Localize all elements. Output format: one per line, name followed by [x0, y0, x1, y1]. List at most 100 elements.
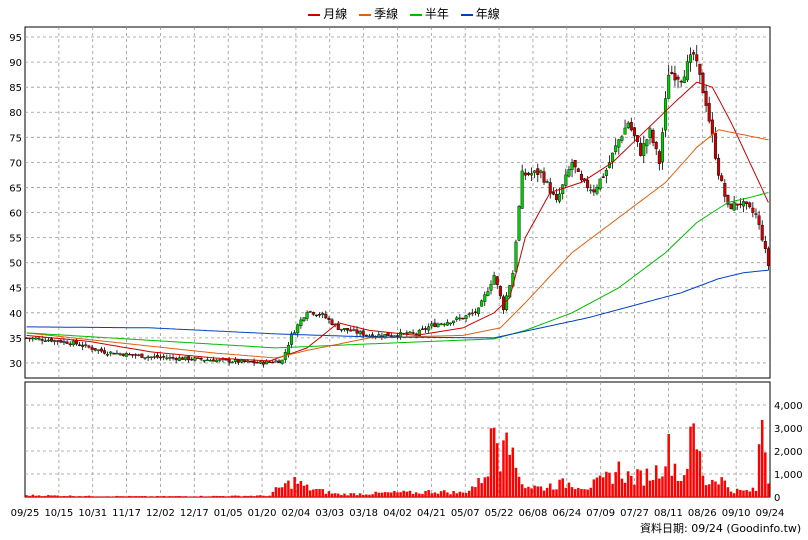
- candle-body: [523, 172, 527, 176]
- volume-bar: [583, 489, 586, 497]
- volume-bar: [265, 496, 268, 497]
- candle-body: [78, 344, 82, 346]
- volume-bar: [408, 490, 412, 497]
- candle-body: [190, 358, 194, 361]
- candle-body: [53, 339, 57, 342]
- volume-bar: [614, 472, 617, 497]
- price-tick-label: 50: [9, 259, 22, 270]
- volume-bar: [767, 483, 770, 497]
- candle-body: [517, 206, 521, 241]
- volume-bar: [561, 478, 564, 497]
- volume-bar: [573, 489, 577, 497]
- candle-body: [654, 141, 658, 150]
- candle-body: [424, 328, 428, 330]
- price-tick-label: 60: [9, 209, 22, 220]
- volume-bar: [567, 482, 571, 497]
- volume-bar: [383, 492, 387, 497]
- candle-body: [442, 323, 446, 326]
- volume-bar: [486, 476, 490, 497]
- candle-body: [745, 201, 749, 205]
- volume-bar: [374, 491, 377, 497]
- candle-body: [121, 353, 125, 356]
- candle-body: [495, 276, 499, 285]
- volume-bar: [318, 488, 321, 497]
- volume-bar: [673, 463, 677, 497]
- candle-body: [131, 354, 135, 356]
- candle-body: [430, 323, 434, 327]
- candle-body: [676, 76, 680, 80]
- volume-bar: [676, 480, 680, 497]
- candle-body: [49, 338, 54, 342]
- candle-body: [386, 332, 390, 336]
- volume-bar: [252, 496, 256, 497]
- volume-bar: [427, 490, 430, 497]
- volume-bar: [483, 477, 487, 497]
- volume-bar: [598, 475, 602, 497]
- volume-bar: [661, 476, 664, 497]
- candle-body: [246, 360, 250, 363]
- candle-body: [530, 173, 534, 176]
- candle-body: [299, 319, 303, 326]
- volume-bar: [215, 495, 218, 497]
- volume-bar: [736, 488, 739, 497]
- candle-body: [90, 347, 94, 350]
- candle-body: [717, 157, 721, 176]
- volume-bar: [586, 489, 589, 497]
- candle-body: [729, 203, 733, 210]
- candle-body: [536, 168, 540, 175]
- volume-bar: [502, 440, 505, 497]
- candle-body: [551, 192, 555, 195]
- volume-bar: [732, 493, 736, 497]
- candle-body: [411, 332, 415, 334]
- volume-bar: [424, 490, 427, 497]
- candle-body: [542, 171, 546, 183]
- volume-bar: [751, 487, 755, 497]
- price-tick-label: 85: [9, 83, 22, 94]
- volume-bar: [368, 494, 371, 497]
- candle-body: [265, 360, 269, 365]
- candle-body: [464, 315, 468, 319]
- candle-body: [346, 327, 350, 331]
- volume-bar: [386, 492, 390, 497]
- volume-bar: [701, 475, 705, 497]
- volume-bar: [405, 491, 409, 497]
- x-tick-label: 01/20: [248, 508, 277, 519]
- volume-bar: [196, 496, 200, 497]
- volume-bar: [296, 483, 299, 497]
- volume-bar: [505, 432, 508, 497]
- candle-body: [713, 132, 717, 159]
- volume-bar: [714, 481, 717, 497]
- candle-body: [212, 359, 216, 362]
- volume-bar: [137, 496, 141, 497]
- volume-bar: [608, 472, 611, 497]
- x-tick-label: 01/05: [214, 508, 243, 519]
- volume-bar: [62, 495, 66, 497]
- price-tick-label: 75: [9, 133, 22, 144]
- candle-body: [642, 143, 646, 156]
- x-tick-label: 09/25: [11, 508, 40, 519]
- volume-bar: [704, 485, 708, 497]
- candle-body: [25, 337, 29, 339]
- candle-body: [576, 168, 580, 172]
- candle-body: [327, 317, 331, 320]
- volume-bar: [461, 492, 465, 497]
- volume-bar: [31, 494, 35, 497]
- candle-body: [741, 201, 746, 207]
- volume-bar: [517, 476, 521, 497]
- candle-body: [657, 151, 661, 164]
- candle-body: [639, 142, 643, 156]
- candle-body: [595, 186, 599, 194]
- volume-bar: [720, 477, 723, 497]
- candle-body: [40, 339, 44, 341]
- volume-bar: [209, 496, 212, 497]
- volume-bar: [555, 489, 558, 497]
- candle-body: [408, 331, 412, 334]
- candle-body: [539, 170, 543, 173]
- candle-body: [68, 343, 72, 346]
- candle-body: [757, 215, 761, 225]
- candle-body: [249, 360, 253, 363]
- candle-body: [586, 179, 590, 189]
- candle-body: [215, 359, 219, 363]
- volume-bar: [315, 488, 318, 497]
- volume-bar: [327, 491, 331, 497]
